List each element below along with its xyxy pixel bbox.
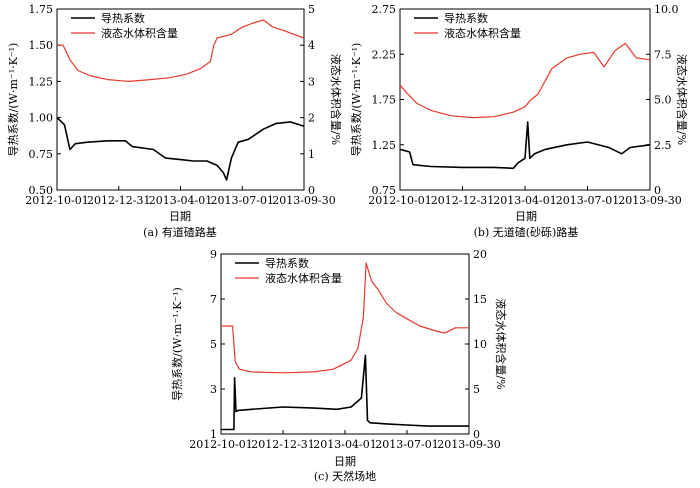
y-left-tick-label: 1.25 [372,139,397,152]
x-tick-label: 2012-10-01 [189,438,252,451]
y-left-axis-label: 导热系数/(W·m⁻¹·K⁻¹) [350,43,363,157]
y-right-axis-label: 液态水体积含量/% [329,54,343,145]
y-left-tick-label: 1.75 [372,94,397,107]
plot-frame [220,253,470,435]
series-line-thermal-conductivity [399,121,651,170]
x-tick-label: 2013-07-01 [556,194,619,207]
plot-frame [399,8,651,191]
x-tick-label: 2012-12-31 [87,194,150,207]
y-right-tick-label: 5.0 [654,94,672,107]
x-tick-label: 2012-12-31 [431,194,494,207]
y-right-tick-label: 15 [473,293,487,306]
legend-label-liquid-water-content: 液态水体积含量 [265,271,342,285]
series-line-thermal-conductivity [221,354,469,431]
y-left-tick-label: 0.75 [372,184,397,197]
chart-panel: 1 3 5 7 9 0 5 10 15 20 2012-10-012012-12-312013-04… [171,248,508,483]
y-left-tick-label: 0.50 [29,184,54,197]
y-right-axis-label: 液态水体积含量/% [675,54,689,145]
y-left-tick-label: 3 [210,383,217,396]
series-line-thermal-conductivity [56,117,305,181]
y-left-tick-label: 1.75 [29,3,54,16]
y-right-tick-label: 10.0 [654,3,679,16]
x-tick-label: 2013-04-01 [149,194,212,207]
y-left-axis-label: 导热系数/(W·m⁻¹·K⁻¹) [7,43,20,157]
series-line-liquid-water-content [221,262,469,374]
y-right-tick-label: 5 [308,3,315,16]
y-right-tick-label: 5 [473,383,480,396]
legend-label-thermal-conductivity: 导热系数 [265,257,309,270]
y-right-tick-label: 7.5 [654,48,672,61]
y-right-tick-label: 0 [654,184,661,197]
y-left-tick-label: 1.25 [29,75,54,88]
y-right-tick-label: 0 [473,428,480,441]
panel-caption: (a) 有道碴路基 [143,225,217,239]
y-right-axis-label: 液态水体积含量/% [494,298,508,389]
y-left-tick-label: 0.75 [29,148,54,161]
y-left-tick-label: 7 [210,293,217,306]
x-tick-label: 2013-04-01 [493,194,556,207]
y-right-tick-label: 1 [308,148,315,161]
chart-panel: 0.75 1.25 1.75 2.25 2.75 0 2.5 5.0 7.5 10.0 2012-1… [350,3,689,239]
y-left-tick-label: 1 [210,428,217,441]
x-tick-label: 2013-04-01 [313,438,376,451]
y-left-tick-label: 9 [210,248,217,261]
x-tick-label: 2012-12-31 [251,438,314,451]
legend-label-liquid-water-content: 液态水体积含量 [101,26,178,40]
y-right-tick-label: 2 [308,112,315,125]
legend-label-thermal-conductivity: 导热系数 [101,12,145,25]
x-axis-label: 日期 [169,210,191,223]
plot-frame [56,8,305,191]
y-right-tick-label: 20 [473,248,487,261]
y-right-tick-label: 4 [308,39,315,52]
y-right-tick-label: 2.5 [654,139,672,152]
x-tick-label: 2013-07-01 [375,438,438,451]
x-tick-label: 2013-09-30 [272,194,335,207]
x-axis-label: 日期 [334,455,356,468]
x-tick-label: 2013-09-30 [437,438,500,451]
chart-panel: 0.50 0.75 1.00 1.25 1.50 1.75 0 1 2 3 4 5 2012-10-01… [7,3,343,239]
x-tick-label: 2013-07-01 [211,194,274,207]
y-right-tick-label: 3 [308,75,315,88]
legend-label-liquid-water-content: 液态水体积含量 [444,26,521,40]
x-tick-label: 2012-10-01 [25,194,88,207]
y-left-tick-label: 2.75 [372,3,397,16]
panel-caption: (b) 无道碴(砂砾)路基 [474,225,579,239]
y-left-tick-label: 5 [210,338,217,351]
y-right-tick-label: 0 [308,184,315,197]
legend-label-thermal-conductivity: 导热系数 [444,12,488,25]
y-left-tick-label: 1.00 [29,112,54,125]
x-tick-label: 2012-10-01 [368,194,431,207]
y-left-tick-label: 1.50 [29,39,54,52]
x-axis-label: 日期 [515,210,537,223]
x-tick-label: 2013-09-30 [618,194,681,207]
series-line-liquid-water-content [399,42,651,119]
y-right-tick-label: 10 [473,338,487,351]
panel-caption: (c) 天然场地 [314,469,376,483]
y-left-axis-label: 导热系数/(W·m⁻¹·K⁻¹) [171,287,184,401]
series-line-liquid-water-content [57,19,305,83]
y-left-tick-label: 2.25 [372,48,397,61]
